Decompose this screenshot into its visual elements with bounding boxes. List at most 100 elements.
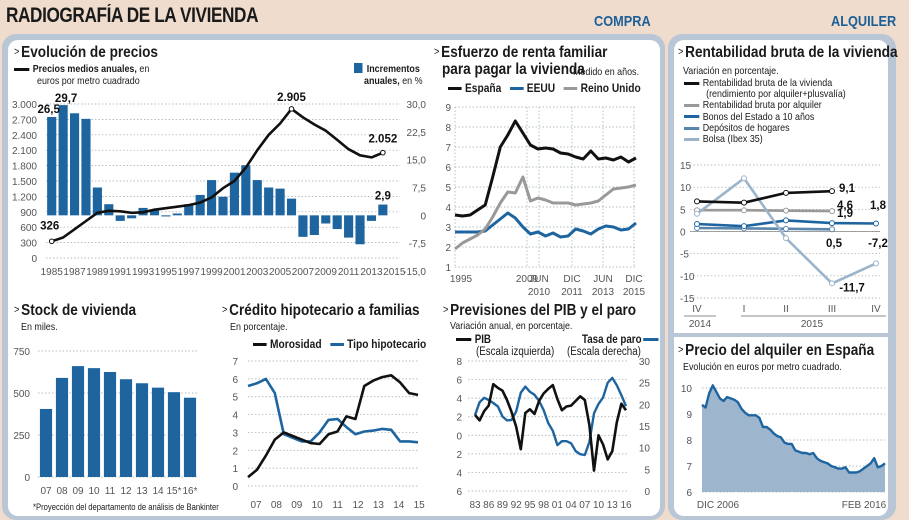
- esfuerzo-subtitle: Medido en años.: [573, 66, 639, 78]
- bar-increment: [195, 194, 205, 216]
- y-tick-right: 25: [639, 379, 651, 390]
- y-tick-right: 30,0: [407, 100, 427, 111]
- x-tick: I: [743, 304, 746, 315]
- price-label: 2.052: [368, 134, 397, 146]
- series-point: [783, 235, 789, 242]
- x-tick: 08: [271, 500, 283, 511]
- x-tick: 16*: [182, 486, 197, 497]
- x-tick: 10: [593, 500, 605, 511]
- x-tick: 83: [469, 500, 481, 511]
- value-label: 1,8: [870, 200, 887, 212]
- price-label: 2.905: [277, 92, 306, 104]
- x-tick: 2010: [528, 287, 551, 298]
- pib-legend: PIB: [456, 334, 491, 346]
- pib-title: > Previsiones del PIB y el paro: [443, 302, 637, 319]
- y-tick: 1: [445, 263, 451, 274]
- x-tick: 07: [579, 500, 591, 511]
- stock-bar: [103, 372, 117, 477]
- y-tick-left: 3.000: [12, 100, 37, 111]
- line-pib: [474, 382, 628, 472]
- y-tick-left: 1.500: [12, 177, 37, 188]
- line-tasa-de-paro: [473, 376, 628, 457]
- y-tick: 6: [232, 375, 238, 386]
- y-tick-left: 2: [456, 450, 462, 461]
- esfuerzo-legend: España EEUU Reino Unido: [448, 82, 641, 94]
- x-tick: IV: [692, 304, 702, 315]
- stock-bar: [151, 387, 165, 477]
- bar-increment: [366, 215, 377, 221]
- bar-increment: [47, 116, 57, 216]
- bar-increment: [184, 204, 194, 216]
- alquiler-title: > Precio del alquiler en España: [678, 342, 875, 359]
- x-tick: 2009: [516, 274, 539, 285]
- x-tick: 04: [566, 500, 578, 511]
- price-point: [288, 106, 295, 112]
- legend-tipo-hipotecario: Tipo hipotecario: [330, 337, 426, 351]
- x-tick: 1987: [63, 267, 86, 278]
- rent-line: [701, 384, 886, 474]
- y-tick: 9: [445, 103, 451, 114]
- y-tick-left: 2.100: [12, 146, 37, 157]
- credito-legend: Morosidad Tipo hipotecario: [253, 338, 426, 350]
- x-tick: 10: [88, 486, 100, 497]
- legend-espana: España: [448, 81, 501, 95]
- alquiler-divider: [674, 333, 888, 337]
- y-tick: 6: [686, 488, 692, 499]
- x-tick: 07: [40, 486, 52, 497]
- x-tick: DIC: [625, 274, 642, 285]
- pib-subtitle: Variación anual, en porcentaje.: [450, 320, 573, 332]
- stock-title: > Stock de vivienda: [14, 302, 137, 319]
- bar-increment: [127, 215, 137, 219]
- paro-legend-scale: (Escala derecha): [567, 346, 641, 358]
- y-tick-right: 15: [639, 422, 651, 433]
- x-tick: 11: [332, 500, 343, 511]
- rentabilidad-title: > Rentabilidad bruta de la vivienda: [678, 44, 898, 61]
- rentabilidad-subtitle: Variación en porcentaje.: [683, 65, 779, 77]
- stock-footnote: *Proyección del departamento de análisis…: [33, 502, 219, 512]
- bar-increment: [264, 187, 274, 216]
- x-tick: 1995: [155, 267, 178, 278]
- x-tick: 2005: [269, 267, 292, 278]
- bar-label: 29,7: [55, 93, 77, 105]
- x-tick: 12: [352, 500, 364, 511]
- x-tick: 2011: [338, 267, 360, 278]
- stock-bar: [39, 408, 53, 477]
- y-tick-left: 0: [456, 431, 462, 442]
- y-tick-left: 1.800: [12, 162, 37, 173]
- y-tick: 2: [445, 243, 451, 254]
- x-tick: 2007: [292, 267, 315, 278]
- bar-increment: [309, 215, 319, 236]
- x-tick: 01: [552, 500, 564, 511]
- series-point: [741, 199, 747, 206]
- y-tick: 0: [232, 482, 238, 493]
- y-tick-left: 2.400: [12, 131, 37, 142]
- y-tick-left: 4: [456, 468, 462, 479]
- y-tick: 10: [681, 384, 693, 395]
- value-label: -11,7: [839, 282, 865, 294]
- x-tick: JUN: [593, 274, 612, 285]
- x-tick: 2003: [246, 267, 269, 278]
- bar-increment: [172, 213, 182, 216]
- y-tick: 2: [232, 446, 238, 457]
- paro-legend: Tasa de paro: [582, 334, 662, 346]
- x-tick: FEB 2016: [842, 500, 887, 511]
- stock-subtitle: En miles.: [21, 321, 58, 333]
- y-tick: 0: [680, 228, 686, 239]
- x-tick: 14: [152, 486, 164, 497]
- y-tick-right: -7,5: [409, 239, 427, 250]
- series-point: [694, 210, 700, 217]
- line-tipo-hipotecario: [247, 377, 419, 444]
- x-tick: DIC 2006: [697, 500, 740, 511]
- series-point: [783, 189, 789, 196]
- y-tick-left: 0: [31, 254, 37, 265]
- series-line: [696, 226, 833, 231]
- value-label: 1,9: [837, 208, 853, 220]
- bar-increment: [344, 215, 354, 238]
- x-tick: DIC: [563, 274, 580, 285]
- x-tick: JUN: [529, 274, 548, 285]
- series-point: [829, 226, 835, 233]
- series-point: [741, 207, 747, 214]
- line-morosidad: [247, 374, 419, 479]
